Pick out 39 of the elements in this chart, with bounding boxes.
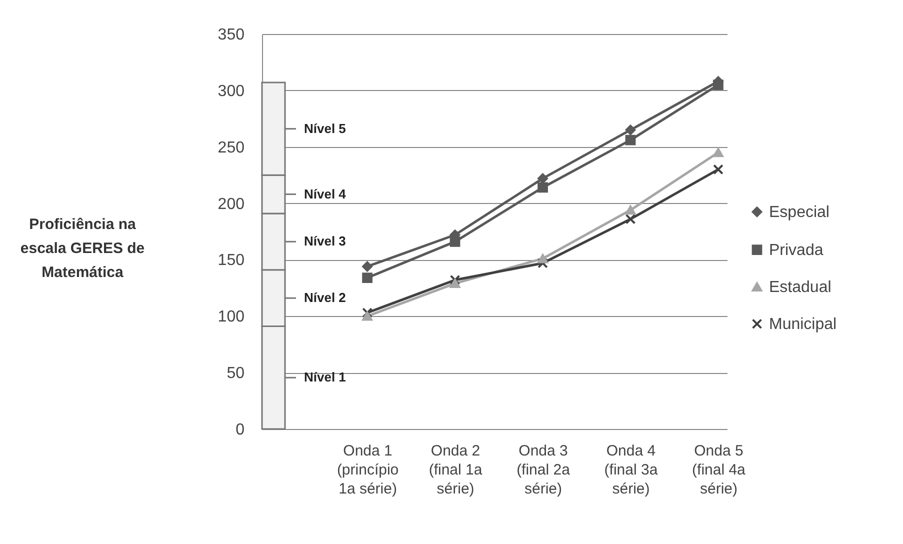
point bbox=[538, 182, 548, 193]
legend-label: Especial bbox=[769, 204, 830, 221]
y-tick-label: 100 bbox=[218, 308, 245, 326]
point bbox=[625, 205, 636, 215]
band-label: Nível 4 bbox=[304, 186, 347, 202]
y-tick-label: 0 bbox=[236, 422, 245, 438]
point bbox=[713, 164, 724, 175]
point bbox=[713, 148, 724, 158]
band-label: Nível 3 bbox=[304, 234, 346, 249]
point bbox=[625, 214, 636, 224]
point bbox=[362, 312, 372, 321]
band-label: Nível 2 bbox=[304, 290, 346, 306]
y-tick-label: 350 bbox=[218, 26, 245, 44]
point bbox=[362, 308, 372, 318]
y-tick-label: 250 bbox=[218, 139, 245, 156]
point bbox=[362, 261, 372, 272]
point bbox=[625, 124, 636, 136]
point bbox=[538, 258, 548, 268]
y-tick-label: 150 bbox=[218, 252, 245, 270]
y-axis-title: Proficiência na escala GERES de Matemática bbox=[20, 216, 145, 282]
legend-label: Municipal bbox=[769, 316, 837, 333]
y-tick-label: 200 bbox=[218, 196, 245, 213]
band-label: Nível 1 bbox=[304, 370, 346, 385]
legend-label: Estadual bbox=[769, 278, 832, 296]
x-tick-label: Onda 4 (final 3a série) bbox=[604, 442, 658, 498]
point bbox=[538, 254, 548, 264]
point bbox=[362, 272, 372, 283]
point bbox=[450, 274, 460, 286]
x-tick-label: Onda 2 (final 1a série) bbox=[428, 442, 483, 498]
x-tick-label: Onda 3 (final 2a série) bbox=[516, 442, 571, 498]
legend-label: Privada bbox=[769, 242, 824, 259]
point bbox=[538, 173, 548, 184]
point bbox=[450, 278, 460, 288]
band-label: Nível 5 bbox=[304, 120, 346, 136]
y-tick-label: 50 bbox=[226, 365, 245, 382]
point bbox=[625, 134, 636, 146]
x-tick-label: Onda 5 (final 4a série) bbox=[692, 442, 746, 498]
x-tick-label: Onda 1 (princípio 1a série) bbox=[336, 442, 399, 498]
y-tick-label: 300 bbox=[218, 82, 245, 100]
